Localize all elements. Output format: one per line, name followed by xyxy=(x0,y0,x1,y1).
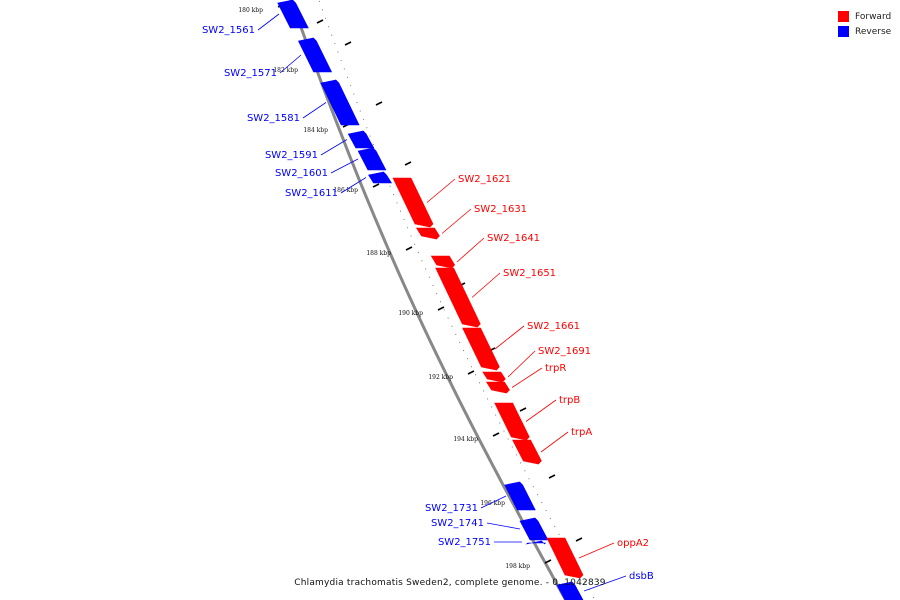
gene-trpA xyxy=(512,439,542,465)
minor-tick-mark xyxy=(375,101,383,106)
gene-SW2_1571 xyxy=(297,37,333,73)
tick-label: 192 kbp xyxy=(428,374,453,381)
gene-trpR xyxy=(485,381,510,394)
gene-label: SW2_1581 xyxy=(247,113,300,124)
gene-label: trpR xyxy=(545,363,566,374)
gene-SW2_1641 xyxy=(430,255,456,269)
gene-SW2_1751 xyxy=(525,540,547,545)
gene-label: SW2_1731 xyxy=(425,503,478,514)
gene-connector xyxy=(511,367,543,388)
gene-connector xyxy=(578,542,615,559)
minor-tick-mark xyxy=(519,407,527,412)
minor-tick-mark xyxy=(548,474,556,479)
gene-label: SW2_1621 xyxy=(458,174,511,185)
tick-mark xyxy=(372,183,380,188)
minor-tick-mark xyxy=(316,19,324,24)
legend-item-reverse: Reverse xyxy=(838,24,891,39)
gene-label: SW2_1741 xyxy=(431,518,484,529)
legend-label-forward: Forward xyxy=(855,11,892,22)
gene-label: oppA2 xyxy=(617,538,649,549)
minor-tick-mark xyxy=(575,537,583,542)
gene-label: SW2_1751 xyxy=(438,537,491,548)
gene-label: SW2_1601 xyxy=(275,168,328,179)
tick-label: 188 kbp xyxy=(366,250,391,257)
tick-mark xyxy=(492,432,500,437)
gene-connector xyxy=(583,575,627,592)
minor-tick-mark xyxy=(404,161,412,166)
gene-connector xyxy=(320,139,348,156)
gene-connector xyxy=(257,13,280,31)
gene-label: SW2_1691 xyxy=(538,346,591,357)
gene-label: SW2_1571 xyxy=(224,68,277,79)
gene-SW2_1561 xyxy=(277,0,309,29)
gene-label: dsbB xyxy=(629,571,654,582)
gene-SW2_1631 xyxy=(415,227,440,240)
gene-connector xyxy=(480,495,507,509)
gene-label: SW2_1641 xyxy=(487,233,540,244)
legend: Forward Reverse xyxy=(838,9,891,39)
gene-label: SW2_1611 xyxy=(285,188,338,199)
gene-connector xyxy=(471,272,501,298)
tick-label: 196 kbp xyxy=(480,500,505,507)
gene-connector xyxy=(507,350,536,378)
gene-SW2_1661 xyxy=(462,327,500,371)
gene-connector xyxy=(340,177,367,194)
gene-SW2_1731 xyxy=(504,481,536,511)
gene-SW2_1611 xyxy=(368,171,393,184)
gene-SW2_1601 xyxy=(357,147,387,171)
gene-label: SW2_1651 xyxy=(503,268,556,279)
gene-connector xyxy=(494,325,525,350)
forward-swatch-icon xyxy=(838,11,849,22)
gene-SW2_1581 xyxy=(320,79,360,126)
gene-oppA2 xyxy=(546,537,584,579)
gene-connector xyxy=(525,399,557,422)
gene-connector xyxy=(441,208,472,234)
gene-connector xyxy=(456,237,485,263)
tick-label: 182 kbp xyxy=(273,67,298,74)
tick-label: 184 kbp xyxy=(303,127,328,134)
gene-connector xyxy=(302,102,327,119)
gene-label: SW2_1561 xyxy=(202,25,255,36)
tick-label: 190 kbp xyxy=(398,310,423,317)
gene-SW2_1741 xyxy=(519,517,549,541)
gene-connector xyxy=(540,431,569,453)
gene-label: trpB xyxy=(559,395,580,406)
gene-dsbB xyxy=(556,581,584,600)
legend-label-reverse: Reverse xyxy=(855,26,892,37)
gene-SW2_1691 xyxy=(482,371,506,383)
gene-trpB xyxy=(494,402,530,441)
legend-item-forward: Forward xyxy=(838,9,891,24)
tick-mark xyxy=(405,246,413,251)
tick-mark xyxy=(437,306,445,311)
genome-title: Chlamydia trachomatis Sweden2, complete … xyxy=(294,578,606,588)
gene-connector xyxy=(426,178,456,203)
tick-label: 198 kbp xyxy=(505,563,530,570)
tick-mark xyxy=(467,370,475,375)
reverse-swatch-icon xyxy=(838,26,849,37)
tick-mark xyxy=(544,559,552,564)
gene-connector xyxy=(330,158,359,174)
genome-backbone xyxy=(289,0,568,600)
gene-label: SW2_1631 xyxy=(474,204,527,215)
minor-tick-mark xyxy=(344,41,352,46)
gene-connector xyxy=(279,54,302,74)
gene-label: SW2_1661 xyxy=(527,321,580,332)
gene-connector xyxy=(486,522,521,530)
gene-SW2_1591 xyxy=(347,130,375,149)
tick-label: 194 kbp xyxy=(453,436,478,443)
gene-label: trpA xyxy=(571,427,592,438)
gene-label: SW2_1591 xyxy=(265,150,318,161)
gene-SW2_1651 xyxy=(435,267,481,328)
tick-label: 180 kbp xyxy=(238,7,263,14)
gene-SW2_1621 xyxy=(392,177,434,228)
